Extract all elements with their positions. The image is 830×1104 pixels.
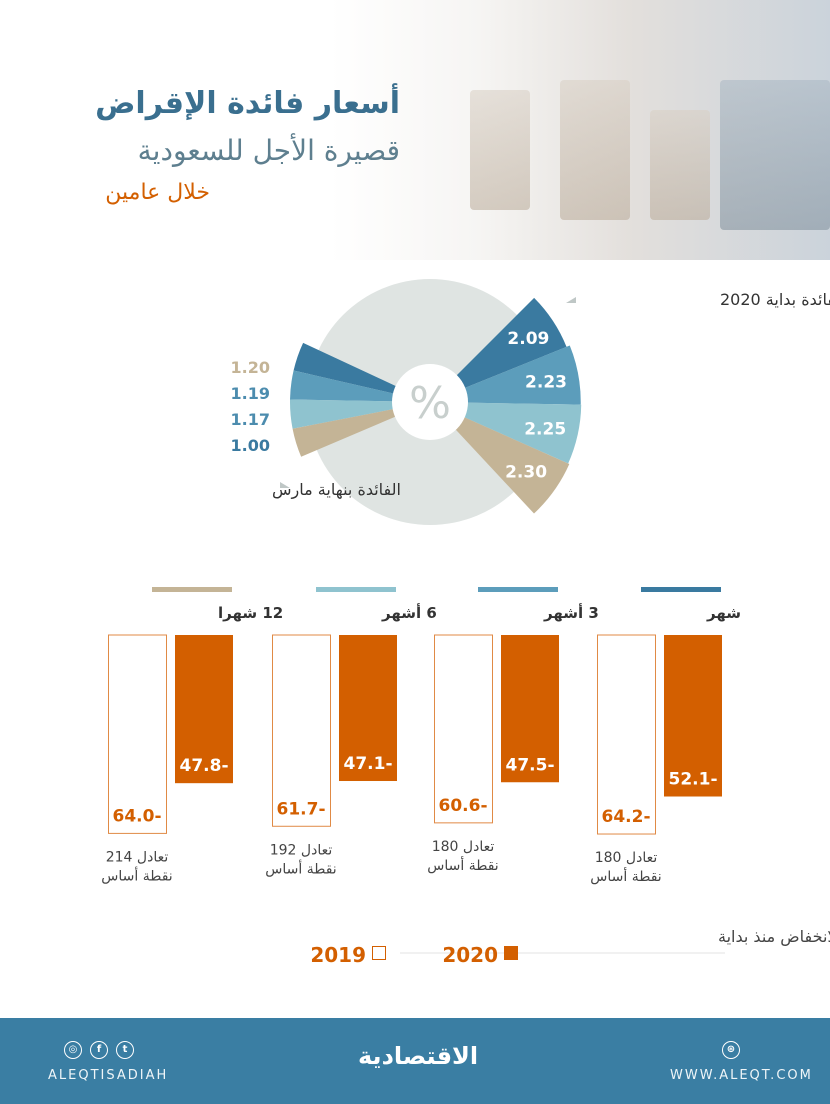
bar-note: نقطة أساس [590,867,661,885]
pie-value-label: 2.25 [524,420,566,440]
bar-2020 [175,635,233,784]
bar-2020 [664,635,722,797]
bar-value-label-2019: 64.2- [602,807,651,827]
bar-2019 [272,634,331,827]
tenor-label: 12 شهرا [218,604,283,622]
bar-2019 [108,634,167,834]
bar-note: تعادل 192 [270,842,333,858]
bar-2020 [339,635,397,782]
bar-note: تعادل 214 [106,849,169,865]
tenor-label: 3 أشهر [543,603,599,622]
legend-label-2020: 2020 [442,943,498,967]
pie-wedge-start-2020 [430,345,581,405]
pie-value-label: 1.00 [231,436,270,455]
website-link[interactable]: WWW.ALEQT.COM [670,1068,813,1083]
globe-icon[interactable]: ⊛ [722,1041,740,1059]
pie-value-label: 2.30 [505,463,547,483]
bar-value-label-2019: 60.6- [439,796,488,816]
pie-group-label-left: الفائدة بنهاية مارس [272,480,401,500]
twitter-icon[interactable]: t [116,1041,134,1059]
social-handle[interactable]: ALEQTISADIAH [48,1068,169,1083]
legend-swatch-2019 [372,946,386,960]
bar-note: نقطة أساس [265,859,336,877]
bar-note: تعادل 180 [595,850,658,866]
legend-triangle-icon [280,482,290,488]
pie-value-label: 2.09 [507,329,549,349]
pie-value-label: 1.19 [231,384,270,403]
pie-group-label-right: الفائدة بداية 2020 [720,290,830,309]
tenor-label: شهر [706,604,741,622]
tenor-color-line [478,587,558,592]
bar-note: تعادل 180 [432,839,495,855]
pie-center-hole [392,364,468,440]
pie-value-label: 1.17 [231,410,270,429]
tenor-color-line [641,587,721,592]
bar-2019 [597,634,656,835]
bar-2019 [434,634,493,824]
tenor-label: 6 أشهر [381,603,437,622]
chart-canvas: 2.09 2.23 2.25 2.30 1.00 1.17 1.19 1.20% الفائدة… [101,279,830,967]
logo: الاقتصادية [358,1042,479,1070]
pie-wedge-start-2020 [430,402,582,464]
pie-value-label: 2.23 [525,372,567,392]
tenor-color-line [316,587,396,592]
bar-value-label-2019: 64.0- [113,806,162,826]
title: أسعار فائدة الإقراض [95,86,400,121]
bar-value-label-2020: 47.1- [344,754,393,774]
bar-note: نقطة أساس [427,856,498,874]
bar-chart-title: % الانخفاض منذ بداية [718,927,830,947]
tenor-color-line [152,587,232,592]
legend-swatch-2020 [504,946,518,960]
bar-value-label-2020: 47.5- [506,755,555,775]
bar-value-label-2020: 52.1- [669,770,718,790]
legend-label-2019: 2019 [310,943,366,967]
subtitle: قصيرة الأجل للسعودية [137,134,400,167]
bar-2020 [501,635,559,783]
legend-triangle-icon [566,297,576,303]
pie-wedge-start-2020 [430,402,570,514]
footer: ◎ f t ALEQTISADIAH الاقتصادية ⊛ WWW.ALEQ… [0,1018,830,1104]
period-label: خلال عامين [105,180,210,205]
instagram-icon[interactable]: ◎ [64,1041,82,1059]
percent-symbol: % [409,378,451,429]
bar-value-label-2020: 47.8- [180,756,229,776]
pie-value-label: 1.20 [231,358,270,377]
pie-wedge-start-2020 [430,297,567,402]
facebook-icon[interactable]: f [90,1041,108,1059]
bar-note: نقطة أساس [101,866,172,884]
bar-value-label-2019: 61.7- [277,799,326,819]
